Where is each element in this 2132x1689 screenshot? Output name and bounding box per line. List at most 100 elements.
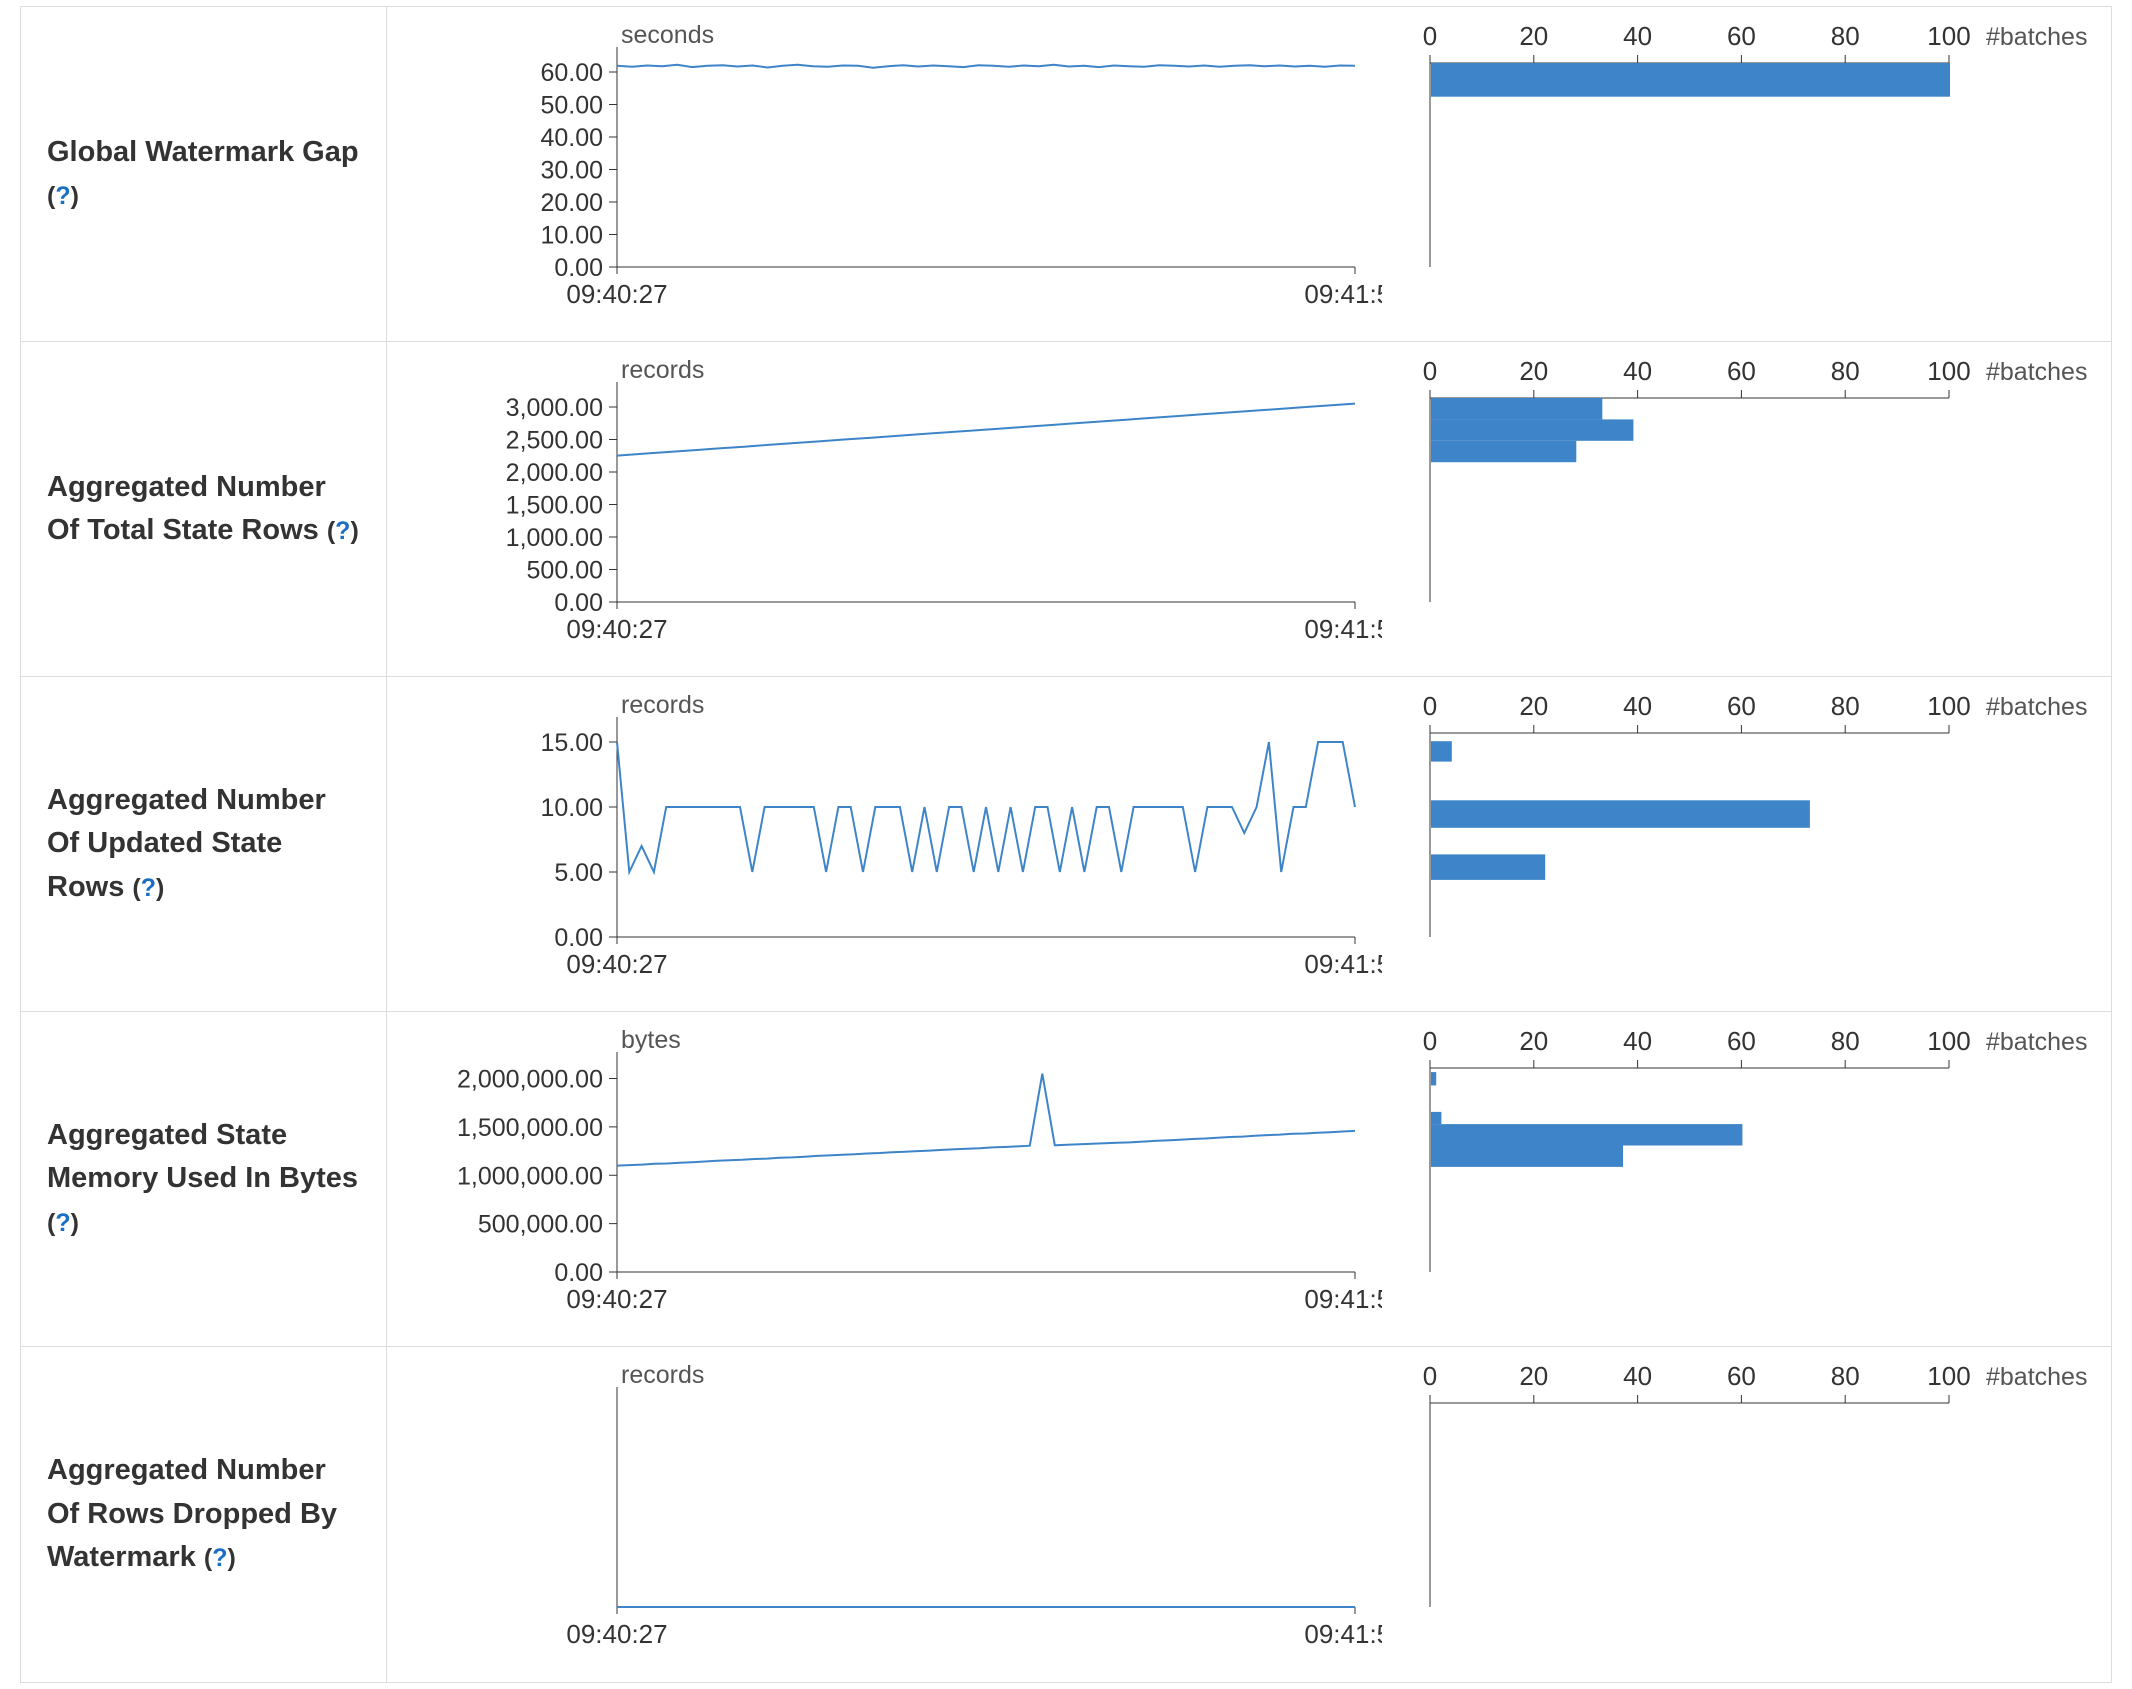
svg-text:5.00: 5.00 xyxy=(554,859,603,887)
help-link[interactable]: (?) xyxy=(204,1544,236,1572)
metric-row-total-state-rows: Aggregated Number Of Total State Rows (?… xyxy=(21,342,2111,677)
metric-label-text: Aggregated Number Of Updated State Rows xyxy=(47,783,326,903)
charts-cell: records 3,000.00 2,500.00 2,000.00 1,500.00 1… xyxy=(387,342,2111,676)
help-paren-close: ) xyxy=(350,517,359,545)
svg-text:60.00: 60.00 xyxy=(540,59,603,87)
svg-text:80: 80 xyxy=(1831,21,1860,51)
metric-row-state-memory-used: Aggregated State Memory Used In Bytes (?… xyxy=(21,1012,2111,1347)
help-paren-open: ( xyxy=(203,1544,213,1573)
svg-text:20: 20 xyxy=(1519,1361,1548,1391)
svg-text:100: 100 xyxy=(1927,1026,1970,1056)
help-question-icon: ? xyxy=(55,1208,71,1237)
help-link[interactable]: (?) xyxy=(132,874,164,902)
svg-text:#batches: #batches xyxy=(1986,1363,2087,1391)
svg-text:2,000.00: 2,000.00 xyxy=(506,459,603,487)
metric-label-text: Aggregated Number Of Total State Rows xyxy=(47,470,326,547)
svg-text:09:40:27: 09:40:27 xyxy=(566,1284,667,1314)
metric-label-cell: Aggregated Number Of Total State Rows (?… xyxy=(21,342,387,676)
metric-label: Global Watermark Gap (?) xyxy=(47,131,360,218)
help-paren-close: ) xyxy=(156,873,165,902)
svg-text:09:40:27: 09:40:27 xyxy=(566,1619,667,1649)
svg-text:40.00: 40.00 xyxy=(540,124,603,152)
svg-text:records: records xyxy=(621,356,704,384)
svg-text:40: 40 xyxy=(1623,356,1652,386)
help-paren-close: ) xyxy=(227,1544,236,1573)
streaming-statistics-table: Global Watermark Gap (?) seconds 60.00 50.… xyxy=(20,6,2112,1683)
charts-cell: bytes 2,000,000.00 1,500,000.00 1,000,000.0… xyxy=(387,1012,2111,1346)
metric-label: Aggregated State Memory Used In Bytes (?… xyxy=(47,1114,360,1245)
svg-text:80: 80 xyxy=(1831,691,1860,721)
svg-text:2,000,000.00: 2,000,000.00 xyxy=(457,1066,603,1094)
svg-text:20: 20 xyxy=(1519,691,1548,721)
histogram-chart: 0 20 40 60 80 100 #batches xyxy=(1423,1026,2087,1272)
svg-text:#batches: #batches xyxy=(1986,23,2087,51)
svg-text:40: 40 xyxy=(1623,1026,1652,1056)
svg-text:1,500.00: 1,500.00 xyxy=(506,492,603,520)
svg-text:0: 0 xyxy=(1423,1361,1437,1391)
svg-text:60: 60 xyxy=(1727,1026,1756,1056)
timeline-chart: seconds 60.00 50.00 40.00 30.00 20.00 10.00 0.0… xyxy=(540,21,1382,309)
histogram-chart: 0 20 40 60 80 100 #batches xyxy=(1423,356,2087,602)
svg-text:0.00: 0.00 xyxy=(554,254,603,282)
charts-cell: seconds 60.00 50.00 40.00 30.00 20.00 10.00 0.0… xyxy=(387,7,2111,341)
help-question-icon: ? xyxy=(55,182,71,210)
svg-text:bytes: bytes xyxy=(621,1026,681,1054)
svg-text:100: 100 xyxy=(1927,1361,1970,1391)
svg-text:#batches: #batches xyxy=(1986,358,2087,386)
svg-text:100: 100 xyxy=(1927,691,1970,721)
timeline-chart: records 09:40:27 09:41:56 xyxy=(566,1361,1382,1649)
svg-text:records: records xyxy=(621,1361,704,1389)
help-question-icon: ? xyxy=(212,1544,228,1573)
svg-text:20: 20 xyxy=(1519,21,1548,51)
metric-label: Aggregated Number Of Updated State Rows … xyxy=(47,779,360,910)
metric-label-cell: Aggregated Number Of Rows Dropped By Wat… xyxy=(21,1347,387,1682)
svg-text:2,500.00: 2,500.00 xyxy=(506,427,603,455)
help-paren-open: ( xyxy=(326,517,336,545)
svg-text:records: records xyxy=(621,691,704,719)
metric-label-cell: Aggregated State Memory Used In Bytes (?… xyxy=(21,1012,387,1346)
help-link[interactable]: (?) xyxy=(47,1209,79,1237)
help-link[interactable]: (?) xyxy=(47,182,79,210)
svg-text:20: 20 xyxy=(1519,1026,1548,1056)
svg-text:40: 40 xyxy=(1623,21,1652,51)
charts-cell: records 09:40:27 09:41:56 0 20 40 60 80 100 #bat… xyxy=(387,1347,2111,1682)
metric-label-text: Aggregated Number Of Rows Dropped By Wat… xyxy=(47,1454,338,1574)
svg-text:0: 0 xyxy=(1423,1026,1437,1056)
histogram-chart: 0 20 40 60 80 100 #batches xyxy=(1423,691,2087,937)
metric-row-rows-dropped-by-watermark: Aggregated Number Of Rows Dropped By Wat… xyxy=(21,1347,2111,1682)
metric-label: Aggregated Number Of Total State Rows (?… xyxy=(47,466,360,553)
help-paren-close: ) xyxy=(70,1208,79,1237)
svg-text:3,000.00: 3,000.00 xyxy=(506,394,603,422)
svg-text:20: 20 xyxy=(1519,356,1548,386)
svg-text:#batches: #batches xyxy=(1986,693,2087,721)
svg-text:10.00: 10.00 xyxy=(540,222,603,250)
help-link[interactable]: (?) xyxy=(327,517,359,545)
svg-text:#batches: #batches xyxy=(1986,1028,2087,1056)
help-question-icon: ? xyxy=(140,873,157,902)
svg-text:0.00: 0.00 xyxy=(554,924,603,952)
metric-row-updated-state-rows: Aggregated Number Of Updated State Rows … xyxy=(21,677,2111,1012)
svg-text:60: 60 xyxy=(1727,21,1756,51)
help-paren-open: ( xyxy=(47,1208,56,1237)
svg-text:500.00: 500.00 xyxy=(527,557,603,585)
svg-text:1,000,000.00: 1,000,000.00 xyxy=(457,1162,603,1190)
svg-text:100: 100 xyxy=(1927,21,1970,51)
metric-label: Aggregated Number Of Rows Dropped By Wat… xyxy=(47,1449,360,1580)
svg-text:10.00: 10.00 xyxy=(540,794,603,822)
svg-text:09:40:27: 09:40:27 xyxy=(566,949,667,979)
svg-text:40: 40 xyxy=(1623,691,1652,721)
svg-text:1,000.00: 1,000.00 xyxy=(506,524,603,552)
svg-text:500,000.00: 500,000.00 xyxy=(478,1211,603,1239)
help-paren-close: ) xyxy=(70,182,79,210)
metric-label-cell: Global Watermark Gap (?) xyxy=(21,7,387,341)
svg-text:0.00: 0.00 xyxy=(554,1259,603,1287)
svg-text:0: 0 xyxy=(1423,691,1437,721)
help-paren-open: ( xyxy=(132,873,141,902)
svg-text:0: 0 xyxy=(1423,21,1437,51)
svg-text:80: 80 xyxy=(1831,1361,1860,1391)
metric-row-global-watermark-gap: Global Watermark Gap (?) seconds 60.00 50.… xyxy=(21,7,2111,342)
svg-text:60: 60 xyxy=(1727,691,1756,721)
svg-text:15.00: 15.00 xyxy=(540,729,603,757)
